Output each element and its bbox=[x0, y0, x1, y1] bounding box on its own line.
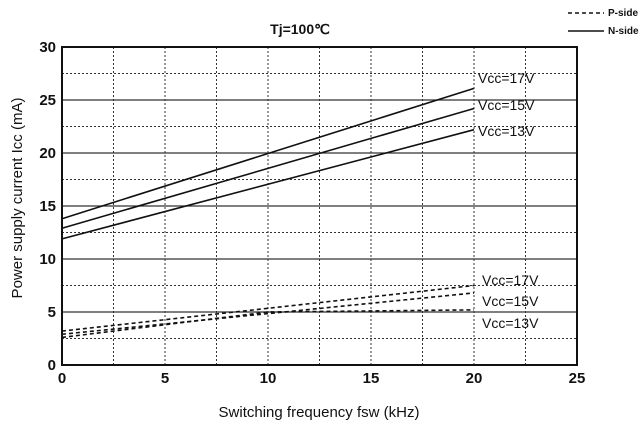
y-tick-label: 0 bbox=[48, 357, 56, 374]
series-annotation-n-side: Vcc=17V bbox=[478, 70, 535, 86]
series-annotations: Vcc=17V Vcc=15V Vcc=13V Vcc=17V Vcc=15V Vcc=1… bbox=[478, 70, 539, 331]
series-annotation-p-side: Vcc=13V bbox=[482, 315, 539, 331]
x-tick-label: 20 bbox=[466, 370, 483, 387]
legend-label-n-side: N-side bbox=[608, 26, 639, 37]
y-tick-label: 10 bbox=[39, 251, 56, 268]
x-tick-label: 0 bbox=[58, 370, 66, 387]
x-tick-label: 25 bbox=[569, 370, 586, 387]
y-axis-label: Power supply current Icc (mA) bbox=[9, 98, 26, 299]
series-line-n-side-vcc-13v bbox=[61, 128, 475, 240]
series-annotation-p-side: Vcc=15V bbox=[482, 293, 539, 309]
tick-labels: 0 5 10 15 20 25 0 5 10 15 20 25 30 bbox=[39, 39, 585, 387]
y-tick-label: 25 bbox=[39, 92, 56, 109]
y-tick-label: 30 bbox=[39, 39, 56, 56]
x-tick-label: 15 bbox=[363, 370, 380, 387]
series-annotation-p-side: Vcc=17V bbox=[482, 272, 539, 288]
series-line-n-side-vcc-17v bbox=[61, 87, 475, 220]
series-annotation-n-side: Vcc=13V bbox=[478, 123, 535, 139]
series-annotation-n-side: Vcc=15V bbox=[478, 97, 535, 113]
series-lines bbox=[61, 87, 475, 339]
y-tick-label: 20 bbox=[39, 145, 56, 162]
x-tick-label: 5 bbox=[161, 370, 169, 387]
x-axis-label: Switching frequency fsw (kHz) bbox=[219, 404, 420, 421]
series-line-p-side-vcc-15v bbox=[61, 292, 475, 336]
legend: P-side N-side bbox=[568, 8, 639, 37]
x-tick-label: 10 bbox=[260, 370, 277, 387]
series-line-p-side-vcc-17v bbox=[61, 284, 475, 332]
series-line-n-side-vcc-15v bbox=[61, 107, 475, 230]
chart-title: Tj=100℃ bbox=[270, 21, 330, 37]
plot-frame bbox=[61, 46, 578, 366]
y-tick-label: 5 bbox=[48, 304, 56, 321]
legend-label-p-side: P-side bbox=[608, 8, 638, 19]
y-tick-label: 15 bbox=[39, 198, 56, 215]
series-line-p-side-vcc-13v bbox=[61, 309, 475, 339]
